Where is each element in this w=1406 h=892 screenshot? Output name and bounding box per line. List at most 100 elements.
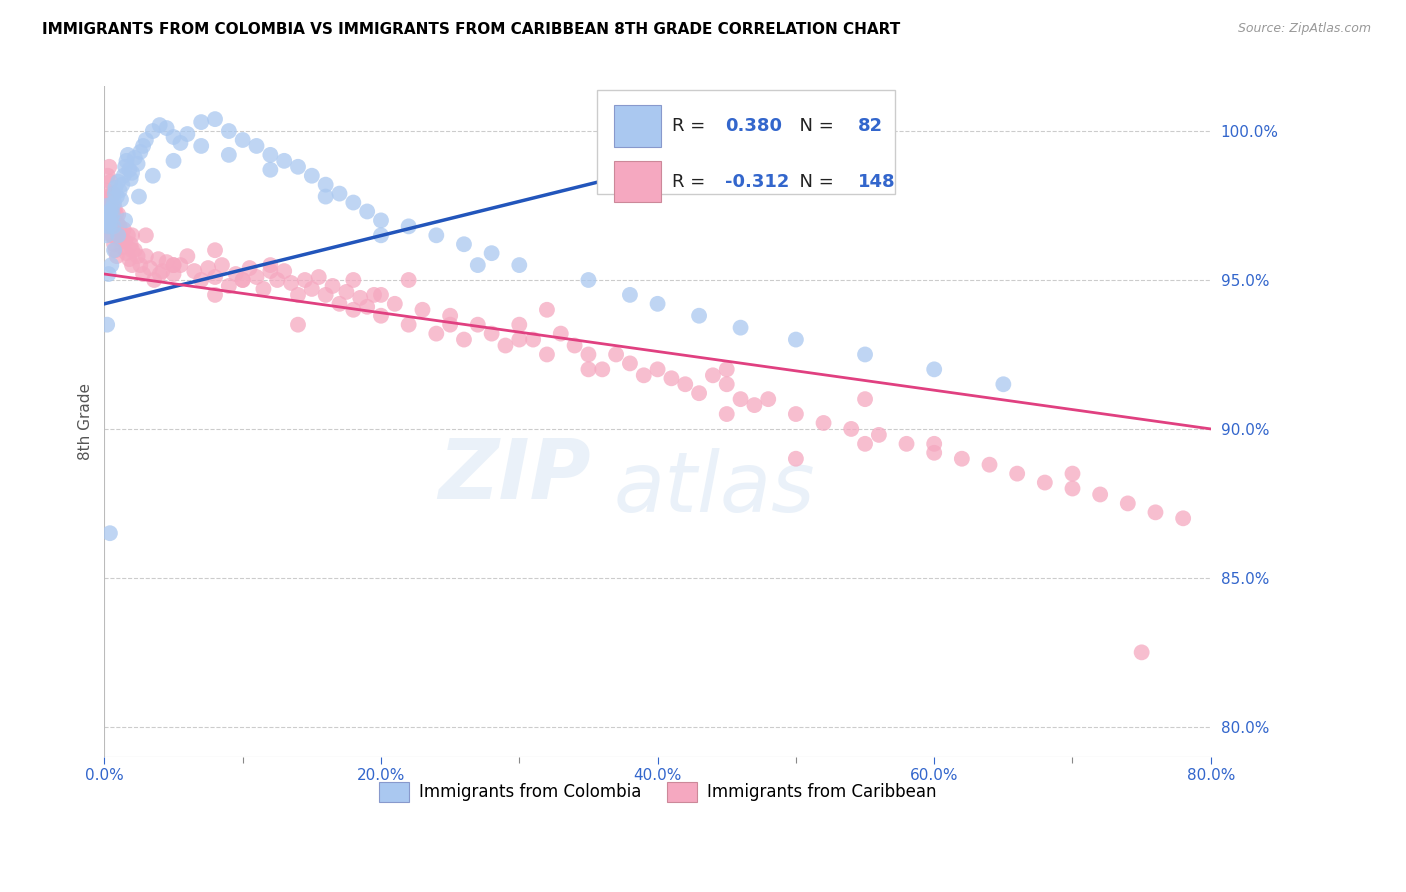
Point [1005,467,1028,481]
Point [785,333,807,347]
Point [578,362,600,376]
FancyBboxPatch shape [614,105,661,146]
Point [591,362,613,376]
Point [315,189,337,203]
Point [148,252,170,267]
Point [370,288,392,302]
Point [190,115,212,129]
Point [273,264,295,278]
Point [259,162,281,177]
Point [508,333,530,347]
Point [328,186,350,201]
Point [979,458,1001,472]
Point [156,255,179,269]
Point [132,139,155,153]
Point [121,228,143,243]
Point [1130,645,1153,659]
Point [411,302,433,317]
Point [107,207,129,221]
Point [176,249,198,263]
Point [853,347,876,361]
Point [112,222,135,236]
Point [853,392,876,406]
Point [508,318,530,332]
Point [107,228,129,243]
Point [162,267,184,281]
Point [273,153,295,168]
Point [98,213,121,227]
Point [730,320,752,334]
Point [104,202,127,216]
Point [481,326,503,341]
Point [121,258,143,272]
Point [101,202,124,216]
Point [813,416,835,430]
Point [115,153,138,168]
Point [197,261,219,276]
Point [730,392,752,406]
Point [744,398,766,412]
Point [218,124,240,138]
Point [96,318,118,332]
Point [97,219,120,234]
Text: IMMIGRANTS FROM COLOMBIA VS IMMIGRANTS FROM CARIBBEAN 8TH GRADE CORRELATION CHAR: IMMIGRANTS FROM COLOMBIA VS IMMIGRANTS F… [42,22,900,37]
Point [190,273,212,287]
Point [1088,487,1111,501]
Point [96,189,118,203]
Point [716,407,738,421]
Point [100,175,122,189]
Point [183,264,205,278]
Point [356,300,378,314]
Point [108,219,131,234]
Point [439,309,461,323]
Point [124,243,146,257]
Point [94,198,117,212]
Point [98,204,121,219]
Point [287,160,309,174]
Point [139,261,162,276]
Point [156,121,179,136]
Point [103,219,125,234]
Point [204,288,226,302]
Point [922,446,945,460]
Point [108,184,131,198]
Text: N =: N = [789,172,839,191]
Point [104,180,127,194]
Point [162,130,184,145]
Point [342,273,364,287]
Point [118,162,141,177]
Point [245,139,267,153]
Point [114,160,136,174]
Text: 0.380: 0.380 [725,117,782,135]
Point [950,451,973,466]
Point [467,258,489,272]
Point [259,264,281,278]
Point [564,338,586,352]
Point [661,371,683,385]
Point [117,228,139,243]
Point [121,243,143,257]
Point [716,377,738,392]
Point [1062,467,1084,481]
Point [259,148,281,162]
Point [839,422,862,436]
Point [425,228,447,243]
Point [169,136,191,150]
Point [98,526,121,541]
Point [162,258,184,272]
Point [756,392,779,406]
Point [301,169,323,183]
Point [647,297,669,311]
Point [162,258,184,272]
Point [647,362,669,376]
Point [328,297,350,311]
Point [1033,475,1056,490]
Y-axis label: 8th Grade: 8th Grade [79,383,93,460]
Point [107,175,129,189]
Point [98,213,121,227]
Point [322,279,344,293]
Point [135,228,157,243]
Point [578,347,600,361]
Point [922,362,945,376]
Point [619,288,641,302]
